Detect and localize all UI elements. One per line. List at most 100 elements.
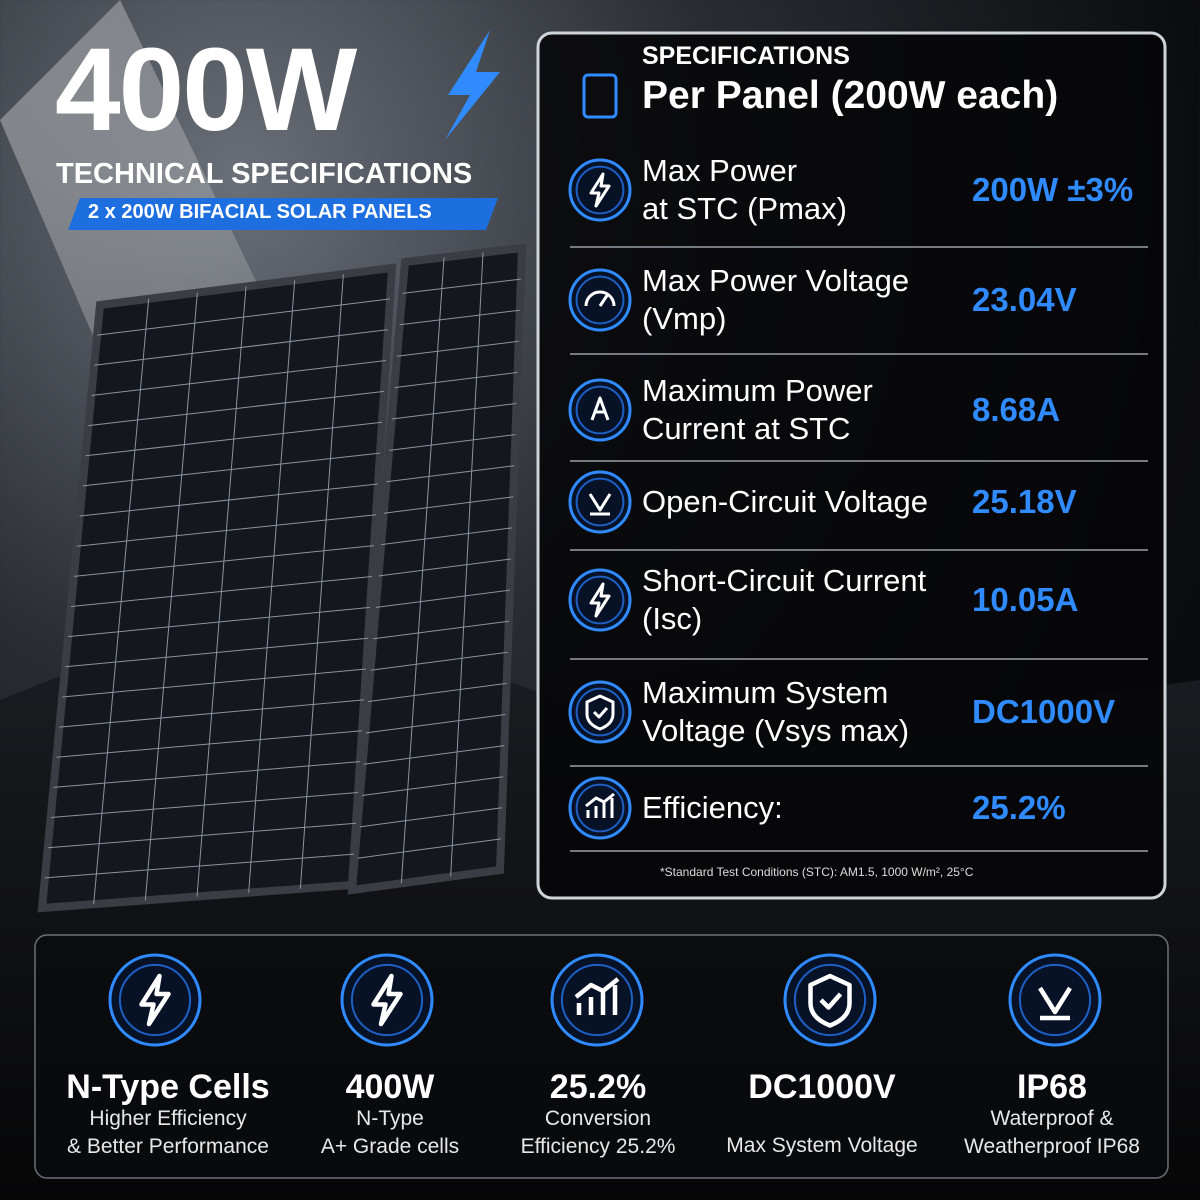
spec-icon bbox=[568, 158, 632, 222]
spec-label: (Isc) bbox=[642, 601, 703, 636]
bolt-icon bbox=[445, 30, 500, 140]
spec-label: Efficiency: bbox=[642, 790, 783, 825]
cell-line bbox=[79, 483, 379, 517]
spec-value: 25.18V bbox=[972, 483, 1077, 520]
spec-label: Voltage (Vsys max) bbox=[642, 713, 910, 748]
cell-line bbox=[76, 514, 377, 547]
spec-label: Max Power Voltage bbox=[642, 263, 910, 298]
cell-line bbox=[354, 838, 502, 860]
cell-line bbox=[94, 329, 389, 366]
cell-line bbox=[389, 434, 516, 451]
feature-line: Conversion bbox=[544, 1107, 652, 1130]
feature-title: 25.2% bbox=[549, 1068, 647, 1106]
spec-label: Current at STC bbox=[642, 411, 851, 446]
spec-label: at STC (Pmax) bbox=[642, 191, 847, 226]
spec-icon bbox=[568, 470, 632, 534]
cell-line bbox=[44, 853, 355, 879]
feature-card bbox=[34, 934, 1169, 1179]
feature-line: Higher Efficiency bbox=[89, 1107, 247, 1130]
spec-value: 8.68A bbox=[972, 391, 1061, 428]
panel-front bbox=[37, 263, 397, 913]
feature-title: IP68 bbox=[1017, 1068, 1087, 1106]
feature-title: 400W bbox=[345, 1068, 435, 1106]
feature-line: Max System Voltage bbox=[726, 1134, 918, 1157]
cell-line bbox=[375, 589, 510, 608]
spec-icon-glyph bbox=[585, 792, 615, 818]
spec-icon-inner bbox=[575, 385, 625, 435]
cell-line bbox=[50, 791, 359, 819]
cell-line bbox=[88, 390, 385, 427]
spec-icon bbox=[568, 568, 632, 632]
badge-bg bbox=[68, 198, 498, 230]
cell-line bbox=[73, 545, 375, 577]
spec-label: Max Power bbox=[642, 153, 798, 188]
spec-card bbox=[536, 31, 1167, 900]
cell-line bbox=[359, 776, 504, 797]
feature-icon-glyph bbox=[1038, 986, 1072, 1021]
cell-line bbox=[370, 651, 508, 671]
feature-icon-inner bbox=[118, 963, 192, 1037]
icons bbox=[108, 73, 1148, 1047]
spec-value: 23.04V bbox=[972, 281, 1077, 318]
feature-icon-inner bbox=[560, 963, 634, 1037]
feature-icon-glyph bbox=[371, 973, 403, 1027]
feature-icon bbox=[550, 953, 644, 1047]
cell-line bbox=[53, 761, 361, 788]
spec-label: Maximum Power bbox=[642, 373, 873, 408]
spec-value: DC1000V bbox=[972, 693, 1116, 730]
spec-title: Per Panel (200W each) bbox=[642, 74, 1059, 117]
spec-label: (Vmp) bbox=[642, 301, 727, 336]
cell-line bbox=[82, 452, 381, 487]
spec-icon-glyph bbox=[585, 694, 615, 731]
cell-line bbox=[373, 620, 509, 640]
spec-icon-inner bbox=[575, 477, 625, 527]
cell-line bbox=[97, 298, 391, 336]
spec-icon bbox=[568, 680, 632, 744]
cell-line bbox=[378, 558, 512, 577]
cell-line bbox=[365, 714, 506, 734]
cell-line bbox=[357, 807, 503, 828]
spec-label: Maximum System bbox=[642, 675, 889, 710]
cell-line bbox=[65, 637, 369, 668]
footnote: *Standard Test Conditions (STC): AM1.5, … bbox=[660, 865, 974, 879]
spec-icon-inner bbox=[575, 687, 625, 737]
feature-icon-glyph bbox=[574, 977, 620, 1015]
cell-line bbox=[367, 682, 507, 703]
spec-value: 200W ±3% bbox=[972, 171, 1134, 208]
subtitle: TECHNICAL SPECIFICATIONS bbox=[56, 158, 473, 190]
cell-line bbox=[85, 421, 383, 457]
feature-icon bbox=[108, 953, 202, 1047]
spec-icon-glyph bbox=[590, 396, 610, 421]
feature-title: DC1000V bbox=[748, 1068, 896, 1106]
cell-line bbox=[68, 606, 371, 638]
spec-kicker: SPECIFICATIONS bbox=[642, 42, 850, 70]
feature-line: N-Type bbox=[356, 1107, 424, 1130]
cell-line bbox=[383, 496, 514, 514]
feature-icon-glyph bbox=[808, 973, 852, 1028]
feature-line: Weatherproof IP68 bbox=[964, 1135, 1140, 1158]
badge: 2 x 200W BIFACIAL SOLAR PANELS bbox=[88, 201, 432, 223]
feature-icon-inner bbox=[793, 963, 867, 1037]
spec-value: 10.05A bbox=[972, 581, 1079, 618]
title: 400W bbox=[55, 24, 357, 156]
cell-line bbox=[362, 745, 505, 765]
spec-label: Open-Circuit Voltage bbox=[642, 484, 929, 519]
spec-icon bbox=[568, 268, 632, 332]
feature-line: & Better Performance bbox=[67, 1135, 269, 1158]
feature-line: Efficiency 25.2% bbox=[520, 1135, 676, 1158]
spec-icon-glyph bbox=[588, 493, 612, 516]
feature-icon bbox=[783, 953, 877, 1047]
cell-line bbox=[402, 278, 521, 294]
clipboard-icon bbox=[582, 73, 618, 119]
feature-line: Waterproof & bbox=[990, 1107, 1114, 1130]
spec-icon-inner bbox=[575, 275, 625, 325]
cell-line bbox=[394, 371, 518, 389]
cell-line bbox=[391, 403, 517, 420]
feature-icon-inner bbox=[350, 963, 424, 1037]
spec-icon-inner bbox=[575, 575, 625, 625]
spec-icon-inner bbox=[575, 165, 625, 215]
feature-icon bbox=[340, 953, 434, 1047]
spec-icon-glyph bbox=[589, 582, 611, 618]
